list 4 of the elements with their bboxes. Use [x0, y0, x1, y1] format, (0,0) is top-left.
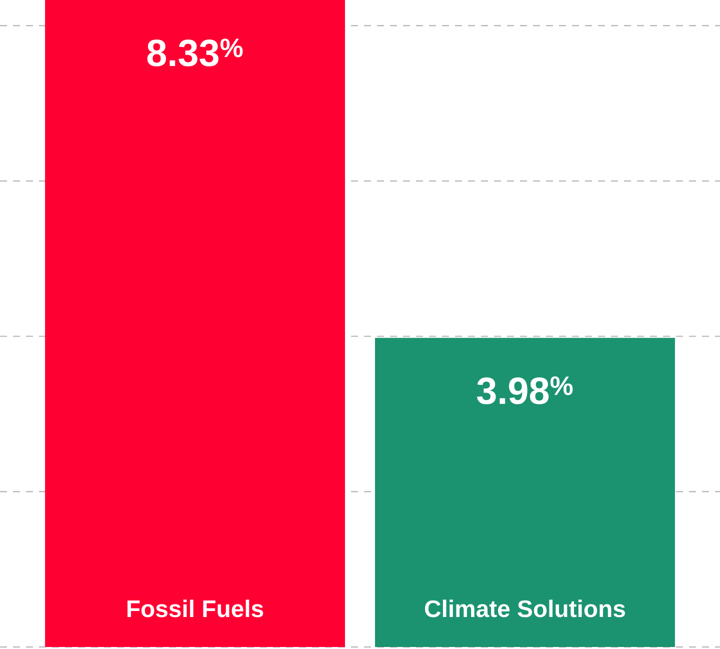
data-label: 3.98$^{%}$ — [476, 376, 573, 404]
x-tick-label: Climate Solutions — [425, 600, 625, 618]
data-label: 8.33$^{%}$ — [147, 38, 243, 66]
x-tick-label: Fossil Fuels — [128, 600, 264, 618]
